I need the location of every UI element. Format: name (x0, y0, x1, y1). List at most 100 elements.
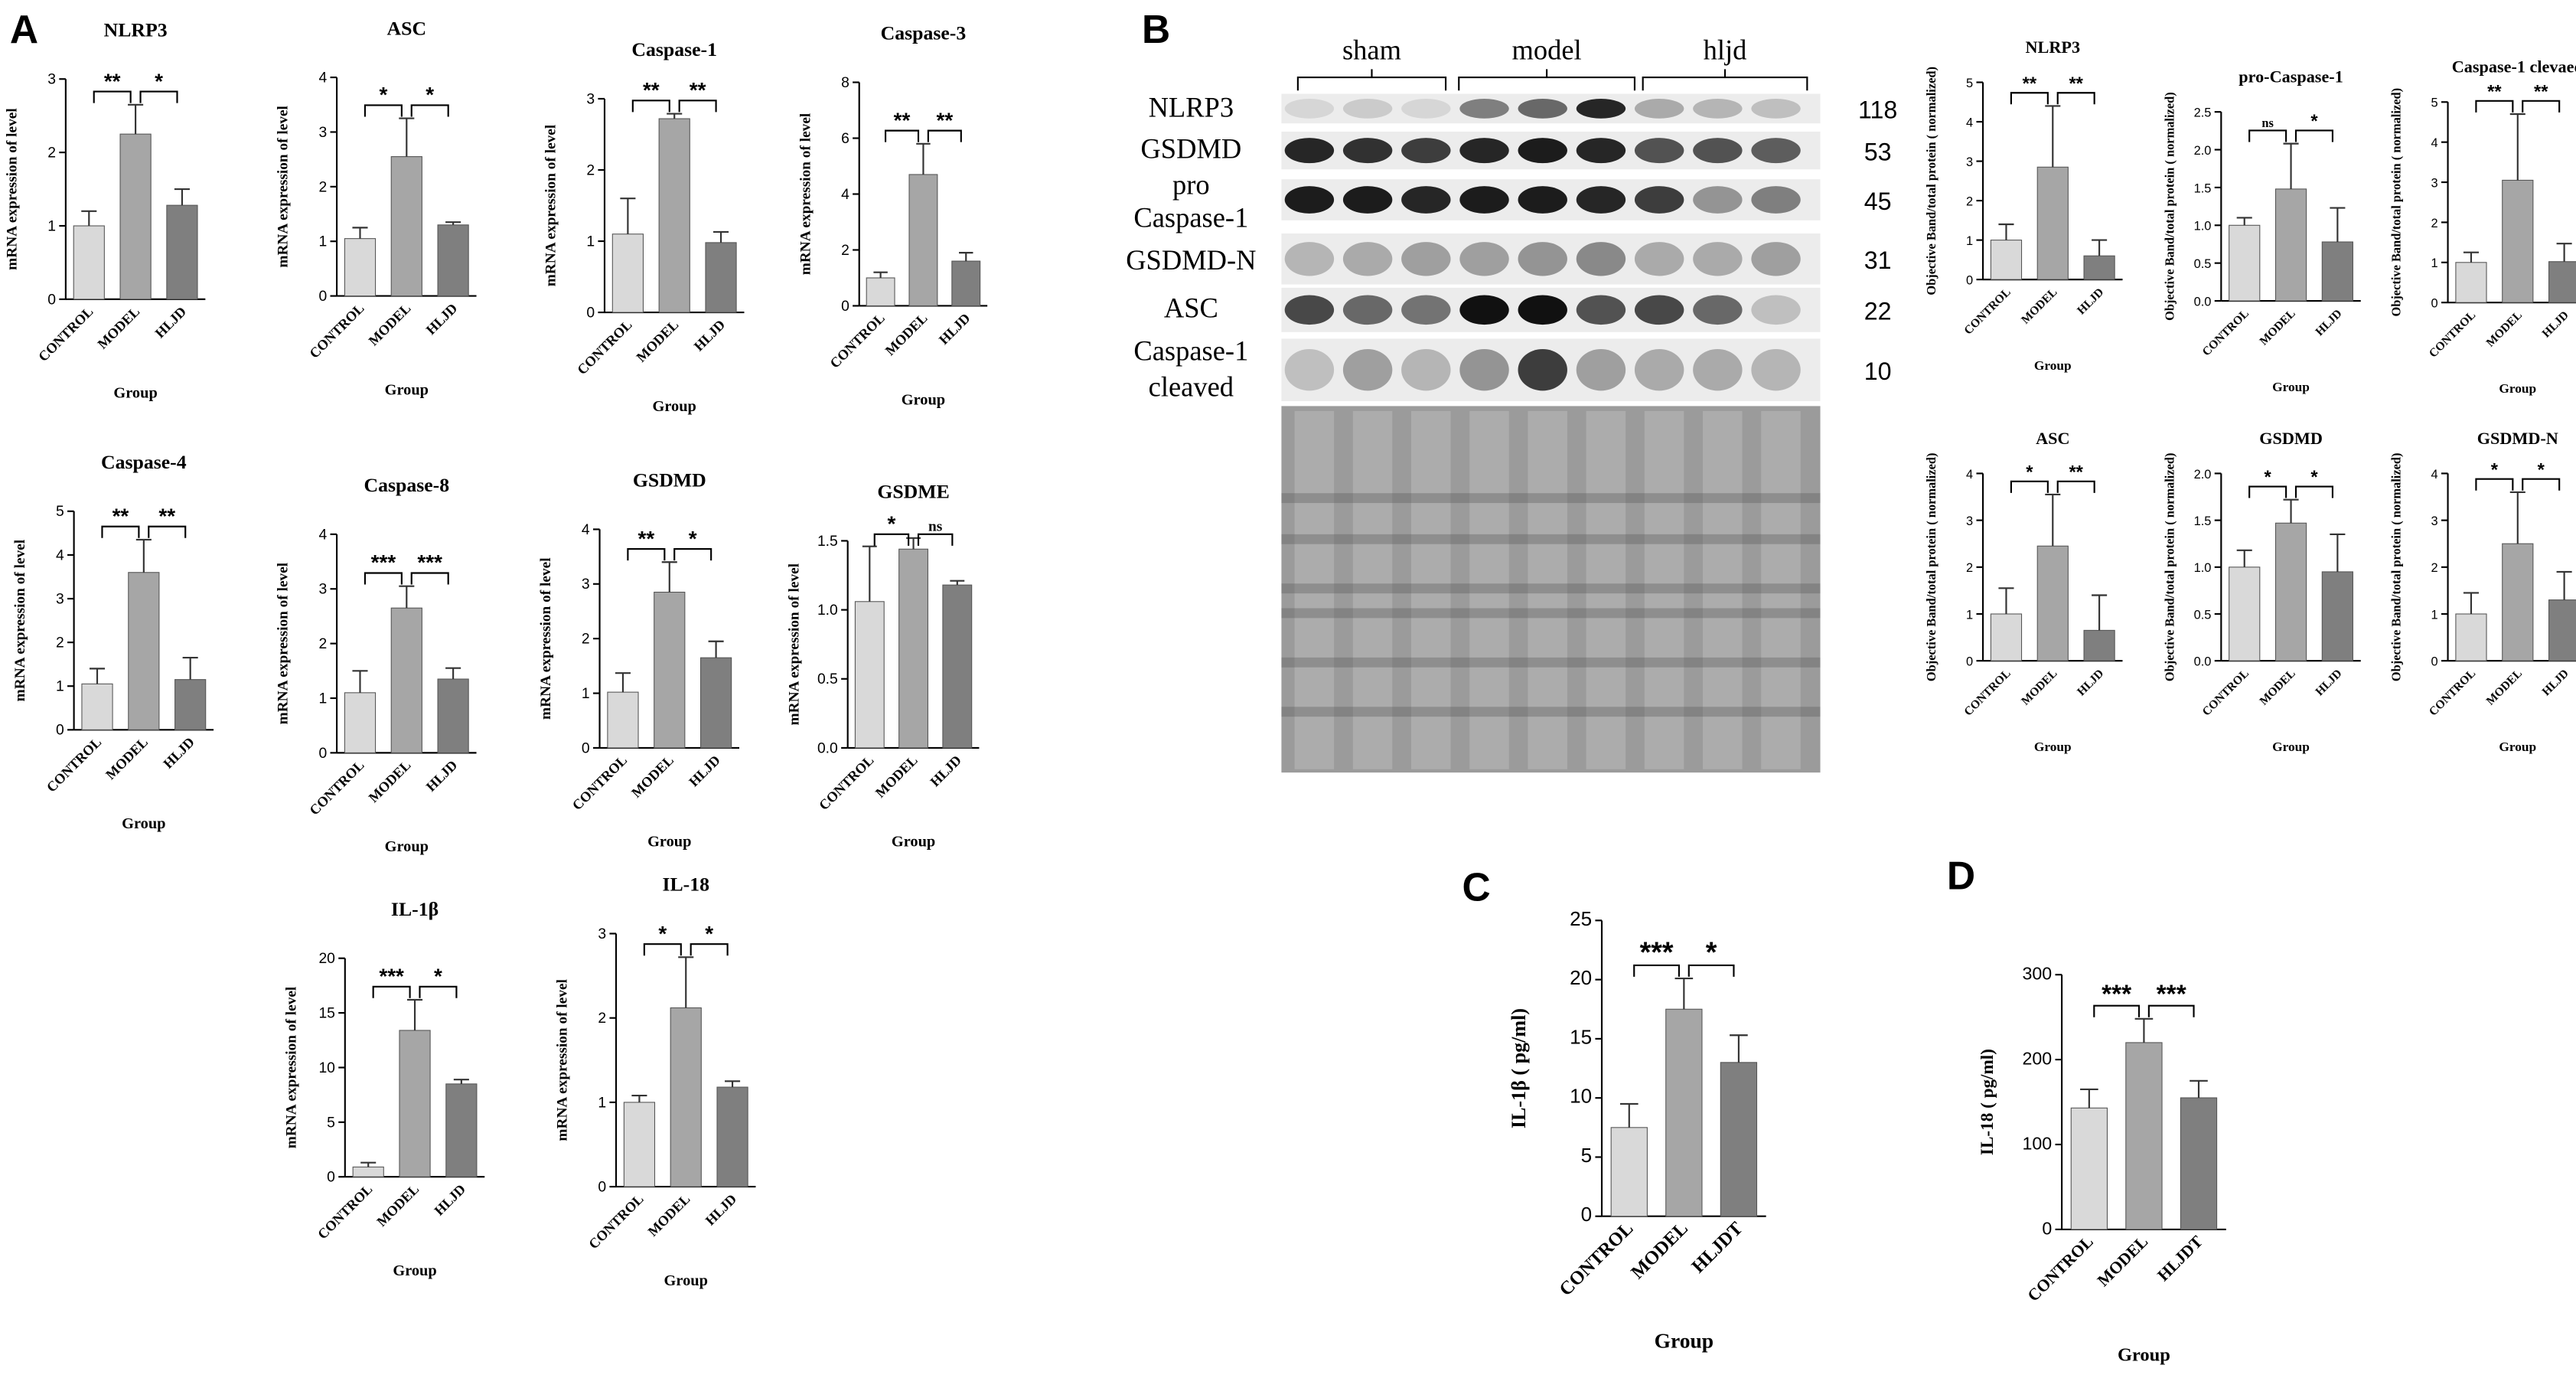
y-tick-label: 1 (318, 234, 327, 250)
chart-title: ASC (387, 17, 427, 39)
error-bar (620, 198, 636, 234)
y-tick-label: 300 (2023, 964, 2053, 984)
chart-title: pro-Caspase-1 (2239, 67, 2343, 87)
significance-bracket (2475, 100, 2514, 113)
significance-bracket (148, 525, 187, 538)
y-tick-label: 10 (1570, 1085, 1592, 1108)
bar (705, 242, 737, 313)
x-tick-label: CONTROL (2427, 667, 2478, 718)
error-bar (950, 580, 965, 586)
gel-band (1281, 583, 1821, 594)
y-tick-label: 2.5 (2194, 106, 2212, 120)
blot-band (1284, 186, 1335, 214)
bar (2502, 179, 2534, 303)
significance-bracket (139, 90, 178, 103)
x-tick-label: HLJD (691, 317, 729, 354)
gel-band (1281, 534, 1821, 544)
blot-band (1459, 138, 1509, 164)
y-tick-label: 20 (318, 951, 334, 967)
y-axis-label: mRNA expression of level (4, 108, 20, 270)
gel-lane (1761, 410, 1801, 769)
blot-band (1576, 348, 1626, 391)
bar (2229, 567, 2261, 661)
x-tick-label: MODEL (634, 317, 682, 365)
y-tick-label: 1 (586, 233, 595, 250)
significance-bracket (2248, 129, 2287, 142)
x-tick-label: CONTROL (1555, 1218, 1637, 1300)
panel-label: B (1142, 7, 1170, 51)
group-bracket (1458, 69, 1636, 91)
significance-bracket (93, 90, 132, 103)
y-axis-label: Objective Band/total protein ( normalize… (1924, 67, 1939, 296)
error-bar (873, 271, 888, 278)
error-bar (2045, 105, 2061, 168)
bar (81, 683, 113, 730)
y-tick-label: 0.5 (817, 671, 838, 687)
error-bar (2190, 1079, 2208, 1098)
bar (607, 691, 639, 749)
y-tick-label: 0.0 (2194, 655, 2212, 669)
y-tick-label: 0 (598, 1180, 606, 1196)
error-bar (1619, 1102, 1639, 1128)
y-tick-label: 1.5 (817, 534, 838, 550)
y-tick-label: 0 (318, 289, 327, 305)
x-axis-label: Group (113, 385, 157, 402)
error-bar (667, 113, 683, 119)
y-tick-label: 2.0 (2194, 468, 2212, 482)
error-bar (135, 538, 152, 573)
significance-bracket (2010, 480, 2049, 493)
x-axis-label: Group (2034, 358, 2072, 373)
y-tick-label: 0.5 (2194, 608, 2212, 622)
significance-bracket (673, 547, 712, 561)
panel-label: C (1462, 865, 1491, 909)
gel-lane (1703, 410, 1743, 769)
x-tick-label: HLJD (423, 757, 461, 795)
significance-bracket (2248, 485, 2287, 498)
error-bar (2556, 243, 2572, 262)
y-tick-label: 4 (318, 527, 327, 543)
band-label: Caspase-1 (1133, 201, 1248, 233)
error-bar (725, 1080, 741, 1088)
blot-band (1401, 186, 1451, 214)
y-axis-label: mRNA expression of level (555, 978, 571, 1141)
y-tick-label: 1.5 (2194, 181, 2212, 195)
x-tick-label: MODEL (95, 304, 143, 352)
bar (2274, 188, 2307, 302)
chart-title: Caspase-1 clevaed (2452, 57, 2576, 77)
significance-bracket (1687, 964, 1735, 977)
y-axis-label: Objective Band/total protein ( normalize… (1924, 452, 1939, 681)
bar (611, 233, 644, 313)
x-tick-label: HLJD (2075, 667, 2106, 698)
x-axis-label: Group (664, 1272, 708, 1289)
x-tick-label: CONTROL (2023, 1232, 2097, 1305)
chart-title: NLRP3 (104, 18, 168, 41)
blot-band (1693, 242, 1743, 276)
group-bracket (1642, 69, 1808, 91)
gel-lane (1411, 410, 1451, 769)
bar (437, 678, 469, 753)
blot-band (1459, 186, 1509, 214)
significance-label: ** (2069, 462, 2083, 482)
blot-band (1693, 186, 1743, 214)
y-tick-label: 0 (841, 299, 849, 315)
bar (390, 607, 422, 753)
blot-band (1284, 242, 1335, 276)
significance-label: * (658, 922, 667, 945)
gel-lane (1469, 410, 1509, 769)
significance-bracket (873, 533, 910, 546)
x-tick-label: HLJD (2540, 667, 2571, 698)
x-tick-label: HLJD (703, 1191, 740, 1229)
significance-bracket (1633, 964, 1680, 977)
y-tick-label: 0 (56, 723, 64, 739)
y-axis-label: IL-1β ( pg/ml) (1508, 1008, 1530, 1128)
blot-band (1634, 295, 1684, 325)
y-tick-label: 5 (2431, 96, 2438, 110)
error-bar (708, 640, 724, 658)
y-axis-label: mRNA expression of level (276, 105, 292, 267)
band-kda: 45 (1864, 188, 1892, 215)
error-bar (445, 221, 461, 225)
chart-title: NLRP3 (2026, 38, 2081, 57)
x-axis-label: Group (2272, 740, 2310, 754)
bar (73, 225, 105, 300)
x-tick-label: HLJD (2313, 307, 2344, 338)
